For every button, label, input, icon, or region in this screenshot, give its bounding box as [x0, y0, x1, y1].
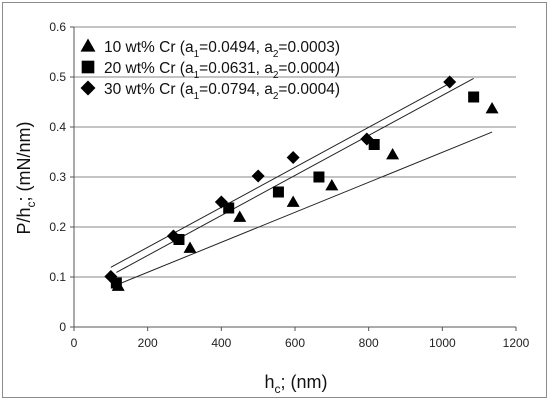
tick-labels: 0 0.1 0.2 0.3 0.4 0.5 0.6 0 200 400 600 800 1000 1200	[49, 20, 529, 350]
x-tick-label: 200	[138, 336, 158, 350]
legend-entry-label: 20 wt% Cr (a1=0.0631, a2=0.0004)	[104, 60, 340, 81]
data-point-triangle	[325, 179, 339, 191]
y-tick-label: 0.1	[49, 270, 66, 284]
data-point-triangle	[386, 148, 400, 160]
data-point-triangle	[183, 241, 197, 253]
axes	[70, 26, 517, 331]
data-point-diamond	[251, 169, 265, 183]
data-point-diamond	[286, 151, 300, 164]
x-tick-label: 600	[285, 336, 305, 350]
data-point-diamond	[166, 229, 180, 243]
data-markers	[104, 75, 499, 291]
fit-line-diamond	[110, 82, 450, 268]
fit-lines	[110, 78, 493, 285]
data-point-triangle	[286, 195, 300, 207]
y-tick-label: 0	[59, 320, 66, 334]
fit-line-square	[116, 78, 474, 273]
data-point-triangle	[233, 210, 247, 222]
data-point-diamond	[443, 75, 457, 89]
x-tick-label: 1000	[429, 336, 456, 350]
x-tick-label: 800	[359, 336, 379, 350]
data-point-diamond	[214, 195, 228, 209]
y-tick-label: 0.6	[49, 20, 66, 34]
y-tick-label: 0.3	[49, 170, 66, 184]
x-tick-label: 0	[71, 336, 78, 350]
x-tick-label: 1200	[503, 336, 530, 350]
data-point-square	[110, 277, 122, 289]
data-point-square	[468, 91, 480, 103]
legend-entry-label: 10 wt% Cr (a1=0.0494, a2=0.0003)	[104, 39, 340, 60]
data-point-triangle	[485, 102, 499, 114]
grid	[74, 26, 516, 278]
fit-line-triangle	[118, 131, 493, 285]
legend-entry-label: 30 wt% Cr (a1=0.0794, a2=0.0004)	[104, 81, 340, 102]
legend-marker-diamond	[80, 80, 96, 96]
data-point-square	[368, 139, 380, 150]
y-tick-label: 0.2	[49, 220, 66, 234]
data-point-square	[313, 171, 325, 183]
x-tick-label: 400	[211, 336, 231, 350]
x-axis-title: hc; (nm)	[264, 372, 327, 396]
legend: 10 wt% Cr (a1=0.0494, a2=0.0003)20 wt% C…	[80, 38, 340, 102]
y-tick-label: 0.4	[49, 120, 66, 134]
y-tick-label: 0.5	[49, 70, 66, 84]
legend-marker-square	[81, 60, 95, 74]
data-point-diamond	[104, 270, 118, 283]
data-point-diamond	[360, 132, 374, 146]
data-point-square	[272, 186, 284, 198]
data-point-square	[223, 202, 235, 214]
data-point-square	[173, 234, 185, 245]
y-axis-title: P/hc; (mN/nm)	[14, 121, 38, 234]
legend-marker-triangle	[80, 38, 96, 52]
